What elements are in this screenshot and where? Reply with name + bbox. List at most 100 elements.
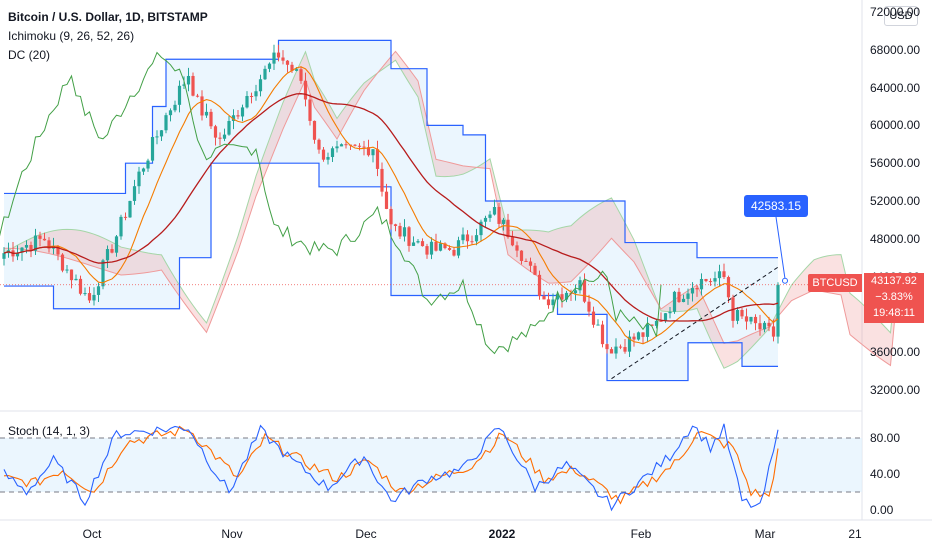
candle-body bbox=[420, 241, 425, 247]
stoch-k-line bbox=[3, 423, 779, 512]
candle-body bbox=[357, 145, 362, 147]
candle-body bbox=[578, 280, 582, 291]
candle-body bbox=[560, 294, 564, 300]
candle-body bbox=[542, 296, 546, 300]
candle-body bbox=[618, 346, 623, 348]
candle-body bbox=[632, 336, 636, 340]
candle-body bbox=[425, 246, 429, 255]
conversion-line bbox=[3, 66, 779, 345]
candle-body bbox=[393, 224, 398, 226]
candle-body bbox=[159, 130, 164, 137]
candle-body bbox=[681, 298, 686, 303]
candle-body bbox=[708, 281, 713, 283]
candle-body bbox=[758, 323, 762, 330]
candle-body bbox=[164, 115, 168, 131]
candle-body bbox=[465, 234, 470, 242]
cloud-span-a bbox=[3, 50, 896, 369]
candle-body bbox=[168, 110, 173, 116]
price-change: −3.83% bbox=[875, 291, 913, 303]
candle-body bbox=[704, 278, 708, 282]
candle-body bbox=[371, 149, 375, 156]
candle-body bbox=[492, 206, 497, 215]
price-tick-label: 48000.00 bbox=[870, 231, 921, 246]
candle-body bbox=[564, 292, 569, 300]
candle-body bbox=[114, 236, 119, 253]
stoch-tick-label: 40.00 bbox=[870, 467, 901, 481]
callout-connector bbox=[775, 216, 786, 279]
candle-body bbox=[254, 91, 258, 97]
candle-body bbox=[528, 261, 533, 266]
candle-body bbox=[546, 299, 551, 306]
candle-body bbox=[663, 313, 668, 321]
time-tick-label: Nov bbox=[221, 527, 243, 541]
candle-body bbox=[668, 311, 672, 314]
candle-body bbox=[312, 120, 317, 140]
candle-body bbox=[452, 249, 456, 256]
candle-body bbox=[402, 227, 407, 237]
candle-body bbox=[776, 284, 780, 337]
candle-body bbox=[735, 309, 740, 321]
candle-body bbox=[740, 309, 744, 317]
candle-body bbox=[339, 144, 344, 147]
candle-body bbox=[132, 186, 137, 201]
stochastic-legend[interactable]: Stoch (14, 1, 3) bbox=[8, 424, 91, 438]
time-tick-label: Mar bbox=[754, 527, 776, 541]
candle-body bbox=[537, 274, 542, 297]
candle-body bbox=[213, 126, 218, 138]
candle-body bbox=[69, 269, 74, 281]
candle-body bbox=[483, 217, 488, 222]
candle-body bbox=[60, 254, 65, 271]
candle-body bbox=[87, 293, 92, 301]
bar-countdown: 19:48:11 bbox=[872, 307, 915, 319]
price-tick-label: 32000.00 bbox=[870, 383, 921, 397]
candle-body bbox=[375, 149, 380, 169]
candle-body bbox=[645, 324, 650, 337]
candle-body bbox=[155, 136, 159, 138]
candle-body bbox=[767, 322, 771, 327]
candle-body bbox=[524, 260, 528, 262]
currency-selector[interactable]: USD bbox=[884, 6, 918, 26]
candle-body bbox=[722, 271, 726, 278]
candle-body bbox=[366, 147, 371, 156]
donchian-legend[interactable]: DC (20) bbox=[8, 48, 51, 62]
candle-body bbox=[416, 241, 420, 243]
candle-body bbox=[582, 280, 587, 302]
candle-body bbox=[389, 208, 393, 225]
candle-body bbox=[74, 278, 78, 281]
ichimoku-legend[interactable]: Ichimoku (9, 26, 52, 26) bbox=[8, 29, 135, 43]
price-tick-label: 68000.00 bbox=[870, 42, 921, 57]
candle-body bbox=[294, 69, 299, 71]
candle-body bbox=[384, 191, 389, 209]
candle-body bbox=[186, 75, 191, 85]
lagging-span bbox=[0, 51, 662, 355]
candle-body bbox=[627, 336, 632, 352]
candle-body bbox=[141, 168, 146, 172]
candle-body bbox=[2, 253, 6, 259]
candle-body bbox=[443, 243, 447, 249]
candle-body bbox=[434, 241, 438, 251]
candle-body bbox=[335, 146, 339, 149]
candle-body bbox=[38, 235, 42, 239]
candle-body bbox=[641, 332, 645, 337]
candle-body bbox=[380, 168, 384, 192]
candle-body bbox=[438, 243, 443, 251]
candle-body bbox=[551, 299, 555, 306]
price-tick-label: 60000.00 bbox=[870, 118, 921, 133]
price-tick-label: 52000.00 bbox=[870, 194, 921, 208]
candle-body bbox=[596, 324, 600, 326]
candle-body bbox=[690, 288, 695, 294]
price-tick-label: 56000.00 bbox=[870, 156, 921, 171]
time-tick-label: 21 bbox=[848, 527, 862, 541]
candle-body bbox=[308, 99, 312, 121]
candle-body bbox=[56, 246, 60, 255]
candle-body bbox=[110, 249, 114, 253]
candle-body bbox=[447, 248, 452, 250]
candle-body bbox=[344, 144, 348, 146]
candle-body bbox=[101, 260, 105, 287]
candle-body bbox=[587, 301, 591, 312]
chart-title: Bitcoin / U.S. Dollar, 1D, BITSTAMP bbox=[8, 10, 208, 24]
candle-body bbox=[636, 332, 641, 340]
candle-body bbox=[506, 219, 510, 238]
price-callout[interactable]: 42583.15 bbox=[744, 195, 808, 217]
